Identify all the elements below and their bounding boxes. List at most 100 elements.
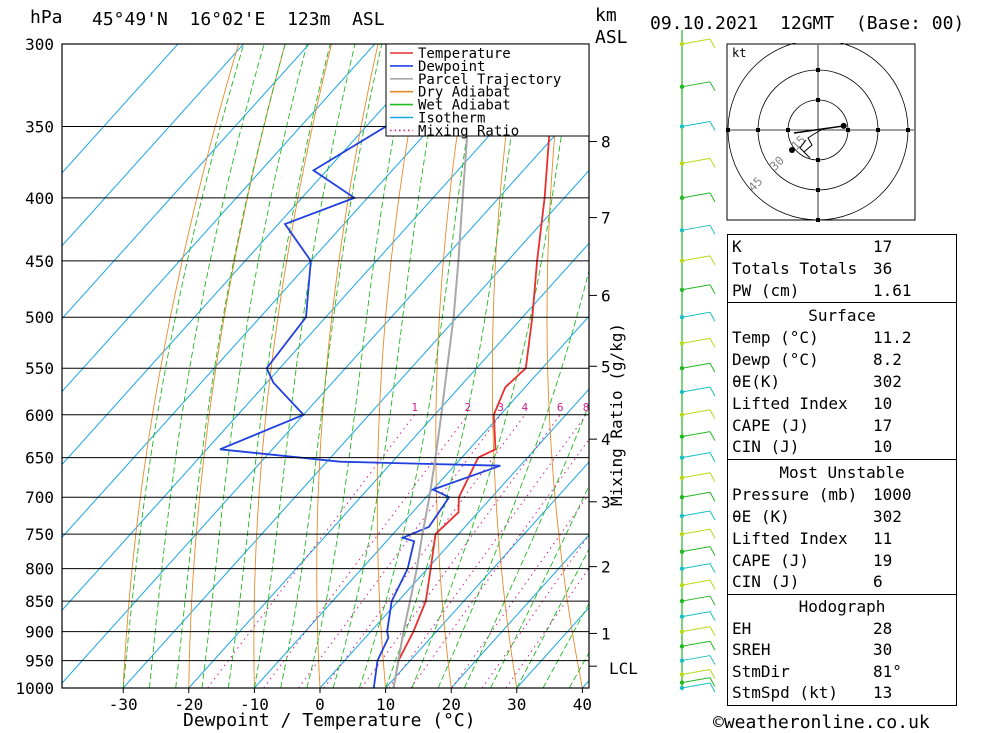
wind-barb-staff bbox=[681, 157, 711, 164]
dry-adiabat-line bbox=[376, 44, 426, 688]
wind-barb-staff bbox=[681, 682, 711, 689]
wind-barb-flag bbox=[709, 626, 716, 636]
wind-barb-staff bbox=[681, 611, 711, 618]
dry-adiabat-line bbox=[491, 44, 519, 688]
wind-barb-flag bbox=[709, 81, 716, 92]
hodograph-ring-tick bbox=[816, 188, 820, 192]
dry-adiabat-line bbox=[316, 44, 379, 688]
hodograph-ring-tick bbox=[816, 158, 820, 162]
wind-barb-staff bbox=[681, 337, 711, 344]
surface-row-li: Lifted Index 10 bbox=[732, 394, 893, 413]
pressure-tick-label: 800 bbox=[25, 560, 54, 579]
x-tick-label: -20 bbox=[174, 695, 203, 714]
wind-barb-staff bbox=[681, 472, 711, 479]
wind-barb-staff bbox=[681, 626, 711, 633]
wind-barb-staff bbox=[681, 431, 711, 438]
wind-barb-flag bbox=[709, 546, 716, 556]
legend-label: Parcel Trajectory bbox=[418, 72, 561, 88]
wet-adiabat-line bbox=[490, 484, 589, 688]
x-tick-label: -10 bbox=[240, 695, 269, 714]
dry-adiabat-line bbox=[253, 44, 333, 688]
wind-barb-flag bbox=[709, 192, 716, 203]
surface-row-thetae: θE(K) 302 bbox=[732, 372, 902, 391]
wind-barb-flag bbox=[709, 362, 716, 373]
km-unit-label: km bbox=[595, 5, 617, 26]
wind-barb-flag bbox=[709, 563, 716, 573]
wind-barb-flag bbox=[709, 452, 716, 462]
mixing-ratio-line bbox=[360, 414, 561, 688]
isotherm-line bbox=[254, 315, 589, 688]
isotherm-line bbox=[62, 44, 310, 320]
dry-adiabat-line bbox=[122, 44, 240, 688]
legend-label: Wet Adiabat bbox=[418, 98, 511, 114]
wet-adiabat-line bbox=[201, 44, 308, 688]
surface-row-temp: Temp (°C) 11.2 bbox=[732, 328, 912, 347]
hodograph-trace bbox=[799, 129, 822, 159]
storm-motion-dot bbox=[840, 122, 847, 129]
mixing-ratio-label: 4 bbox=[522, 401, 529, 414]
km-tick-label: 6 bbox=[601, 286, 611, 305]
mixing-ratio-line bbox=[298, 414, 502, 688]
wet-adiabat-line bbox=[306, 44, 412, 688]
hodograph-mean-dot bbox=[789, 147, 795, 153]
mixing-ratio-line bbox=[263, 414, 469, 688]
pressure-tick-label: 700 bbox=[25, 488, 54, 507]
mu-row-cape: CAPE (J) 19 bbox=[732, 551, 893, 570]
wet-adiabat-line bbox=[227, 44, 331, 688]
wet-adiabat-line bbox=[148, 44, 265, 688]
wind-barb-staff bbox=[681, 546, 711, 553]
mixing-ratio-label: 8 bbox=[583, 401, 590, 414]
mixing-ratio-line bbox=[505, 567, 589, 688]
wind-barb-flag bbox=[709, 225, 716, 235]
wind-barb-flag bbox=[709, 579, 716, 590]
wind-barb-staff bbox=[681, 491, 711, 498]
wind-barb-flag bbox=[709, 510, 716, 521]
wind-barb-flag bbox=[709, 528, 716, 539]
surface-row-dewp: Dewp (°C) 8.2 bbox=[732, 350, 902, 369]
surface-row-cin: CIN (J) 10 bbox=[732, 437, 893, 456]
wet-adiabat-line bbox=[516, 548, 589, 688]
x-tick-label: 20 bbox=[442, 695, 461, 714]
x-tick-label: 10 bbox=[376, 695, 395, 714]
plot-frame bbox=[61, 43, 590, 689]
index-row-pw: PW (cm) 1.61 bbox=[732, 281, 912, 300]
wind-barb-staff bbox=[681, 579, 711, 586]
pressure-tick-label: 600 bbox=[25, 406, 54, 425]
wind-barb-staff bbox=[681, 284, 711, 291]
wind-barb-staff bbox=[681, 409, 711, 416]
series-line-temperature bbox=[392, 44, 560, 688]
isotherm-line bbox=[62, 44, 442, 466]
wind-barb-flag bbox=[709, 611, 716, 621]
km-tick-label: 1 bbox=[601, 624, 611, 643]
wet-adiabat-line bbox=[332, 44, 445, 688]
hodograph-ring-tick bbox=[906, 128, 910, 132]
index-row-k: K 17 bbox=[732, 237, 893, 256]
mixing-ratio-line bbox=[451, 493, 589, 688]
x-tick-label: 40 bbox=[573, 695, 592, 714]
pressure-tick-label: 650 bbox=[25, 449, 54, 468]
wind-barb-staff bbox=[681, 528, 711, 535]
mixing-ratio-label: 20 bbox=[667, 401, 680, 414]
lcl-label: LCL bbox=[609, 659, 638, 678]
x-axis-title: Dewpoint / Temperature (°C) bbox=[183, 710, 476, 731]
mixing-ratio-line bbox=[481, 534, 589, 688]
wind-level-dot bbox=[679, 124, 685, 129]
isotherm-line bbox=[450, 534, 589, 688]
wind-barb-flag bbox=[709, 655, 716, 665]
mixing-ratio-line bbox=[410, 438, 589, 688]
legend-label: Dry Adiabat bbox=[418, 85, 511, 101]
wet-adiabat-line bbox=[175, 44, 286, 688]
dry-adiabat-line bbox=[981, 26, 1000, 688]
copyright: ©weatheronline.co.uk bbox=[713, 712, 930, 733]
series-line-parcel-trajectory bbox=[392, 44, 475, 688]
wind-barb-flag bbox=[709, 311, 716, 322]
wet-adiabat-line bbox=[253, 44, 356, 688]
wind-barb-staff bbox=[681, 452, 711, 459]
wind-barb-staff bbox=[681, 362, 711, 369]
wet-adiabat-line bbox=[385, 44, 526, 688]
wind-barb-staff bbox=[681, 563, 711, 570]
legend-label: Dewpoint bbox=[418, 59, 485, 75]
mixing-ratio-label: 1 bbox=[411, 401, 418, 414]
isotherm-line bbox=[385, 461, 589, 688]
